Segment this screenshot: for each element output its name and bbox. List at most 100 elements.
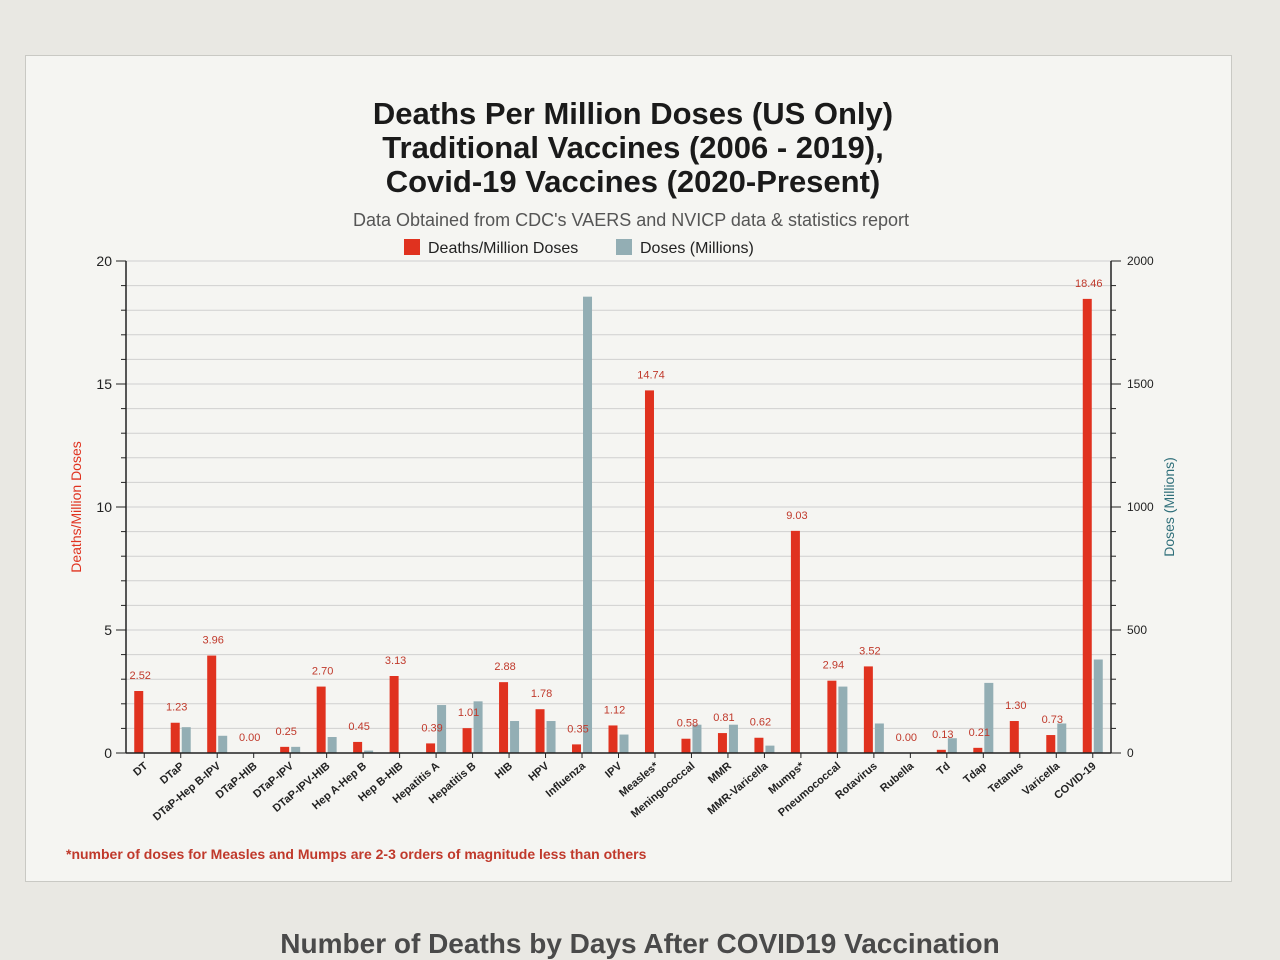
deaths-value-label: 1.78 [531,688,552,700]
y2-tick-label: 0 [1127,746,1134,760]
chart-subtitle: Data Obtained from CDC's VAERS and NVICP… [353,210,909,230]
deaths-value-label: 3.52 [859,645,880,657]
deaths-value-label: 2.94 [823,660,844,672]
deaths-value-label: 2.52 [130,670,151,682]
doses-bar [473,701,483,753]
deaths-value-label: 3.96 [202,635,223,647]
deaths-bar [1082,298,1092,753]
deaths-bar [936,749,946,753]
deaths-value-label: 0.39 [421,722,442,734]
doses-bar [546,721,556,753]
deaths-bar [134,691,144,753]
x-tick-label: HPV [526,760,552,784]
x-tick-label: Tdap [961,760,989,786]
deaths-value-label: 1.30 [1005,700,1026,712]
doses-bar [874,723,884,753]
x-tick-label: Pneumococcal [776,760,843,819]
deaths-bar [608,725,618,753]
doses-bar [437,705,447,753]
doses-bar [181,727,191,753]
doses-bar [364,750,374,753]
deaths-bar [681,738,691,753]
legend-label-doses: Doses (Millions) [640,240,754,257]
x-tick-label: MMR [706,760,734,786]
x-tick-label: DTaP-Hep B-IPV [151,760,224,824]
y-tick-label: 20 [96,253,112,269]
doses-bar [692,724,702,753]
x-tick-label: HIB [493,760,515,781]
legend-swatch-deaths [404,239,420,255]
deaths-value-label: 0.45 [348,721,369,733]
deaths-bar [754,737,764,753]
deaths-bar [170,722,180,753]
deaths-value-label: 1.12 [604,704,625,716]
chart-legend: Deaths/Million Doses Doses (Millions) [404,239,754,257]
deaths-bar [499,682,509,753]
deaths-bar [717,733,727,753]
deaths-value-label: 0.13 [932,729,953,741]
doses-bar [1093,659,1103,753]
chart-title-line-1: Deaths Per Million Doses (US Only) [373,96,893,131]
deaths-value-label: 1.23 [166,702,187,714]
deaths-bar [863,666,873,753]
section-heading: Number of Deaths by Days After COVID19 V… [280,928,1000,959]
deaths-value-label: 9.03 [786,510,807,522]
deaths-value-label: 0.21 [969,727,990,739]
deaths-value-label: 3.13 [385,655,406,667]
doses-bar [619,734,629,753]
deaths-bar [973,747,983,753]
doses-bar [984,682,994,753]
doses-bar [728,724,738,753]
deaths-bar [426,743,436,753]
doses-bar [327,737,337,753]
deaths-bar [535,709,545,753]
deaths-value-label: 0.00 [896,732,917,744]
x-tick-label: Influenza [544,760,589,800]
deaths-value-label: 0.58 [677,718,698,730]
bars-layer: 2.52 1.23 3.96 0.00 0.25 2.70 0.45 3.13 0.39 1.01… [130,278,1103,753]
x-tick-label: Td [935,760,953,778]
x-tick-label: DT [131,760,150,779]
deaths-bar [572,744,582,753]
deaths-bar [280,746,290,753]
deaths-value-label: 0.81 [713,712,734,724]
doses-bar [510,721,520,753]
deaths-bar [389,676,399,753]
deaths-value-label: 0.25 [275,726,296,738]
deaths-bar [827,680,837,753]
deaths-bar [790,530,800,753]
y-axis-title: Deaths/Million Doses [68,441,84,573]
x-tick-label: DTaP [158,760,187,787]
deaths-bar [207,655,217,753]
deaths-bar [1009,721,1019,753]
y-tick-label: 5 [104,622,112,638]
deaths-value-label: 0.00 [239,732,260,744]
y2-tick-label: 500 [1127,623,1147,637]
chart-title-line-3: Covid-19 Vaccines (2020-Present) [386,164,881,199]
footnote: *number of doses for Measles and Mumps a… [66,846,647,862]
deaths-bar [353,741,363,753]
y-tick-label: 0 [104,745,112,761]
x-tick-label: IPV [603,760,625,781]
doses-bar [291,746,301,753]
y-tick-label: 15 [96,376,112,392]
x-tick-label: Meningococcal [629,760,698,820]
deaths-value-label: 18.46 [1075,278,1103,290]
deaths-bar [644,390,654,753]
chart-card: Deaths Per Million Doses (US Only) Tradi… [25,55,1232,882]
y2-tick-label: 1000 [1127,500,1154,514]
doses-bar [1057,723,1067,753]
legend-swatch-doses [616,239,632,255]
y2-tick-label: 1500 [1127,377,1154,391]
deaths-bar [316,686,326,753]
deaths-value-label: 0.73 [1042,714,1063,726]
y-tick-label: 10 [96,499,112,515]
y2-axis-title: Doses (Millions) [1161,457,1177,557]
doses-bar [218,735,228,753]
chart-title-group: Deaths Per Million Doses (US Only) Tradi… [353,96,909,230]
deaths-bar [462,728,472,753]
deaths-value-label: 14.74 [637,369,665,381]
x-tick-label: Tetanus [986,760,1025,796]
chart-svg: Deaths Per Million Doses (US Only) Tradi… [66,96,1177,862]
x-tick-label: Rubella [878,760,917,795]
